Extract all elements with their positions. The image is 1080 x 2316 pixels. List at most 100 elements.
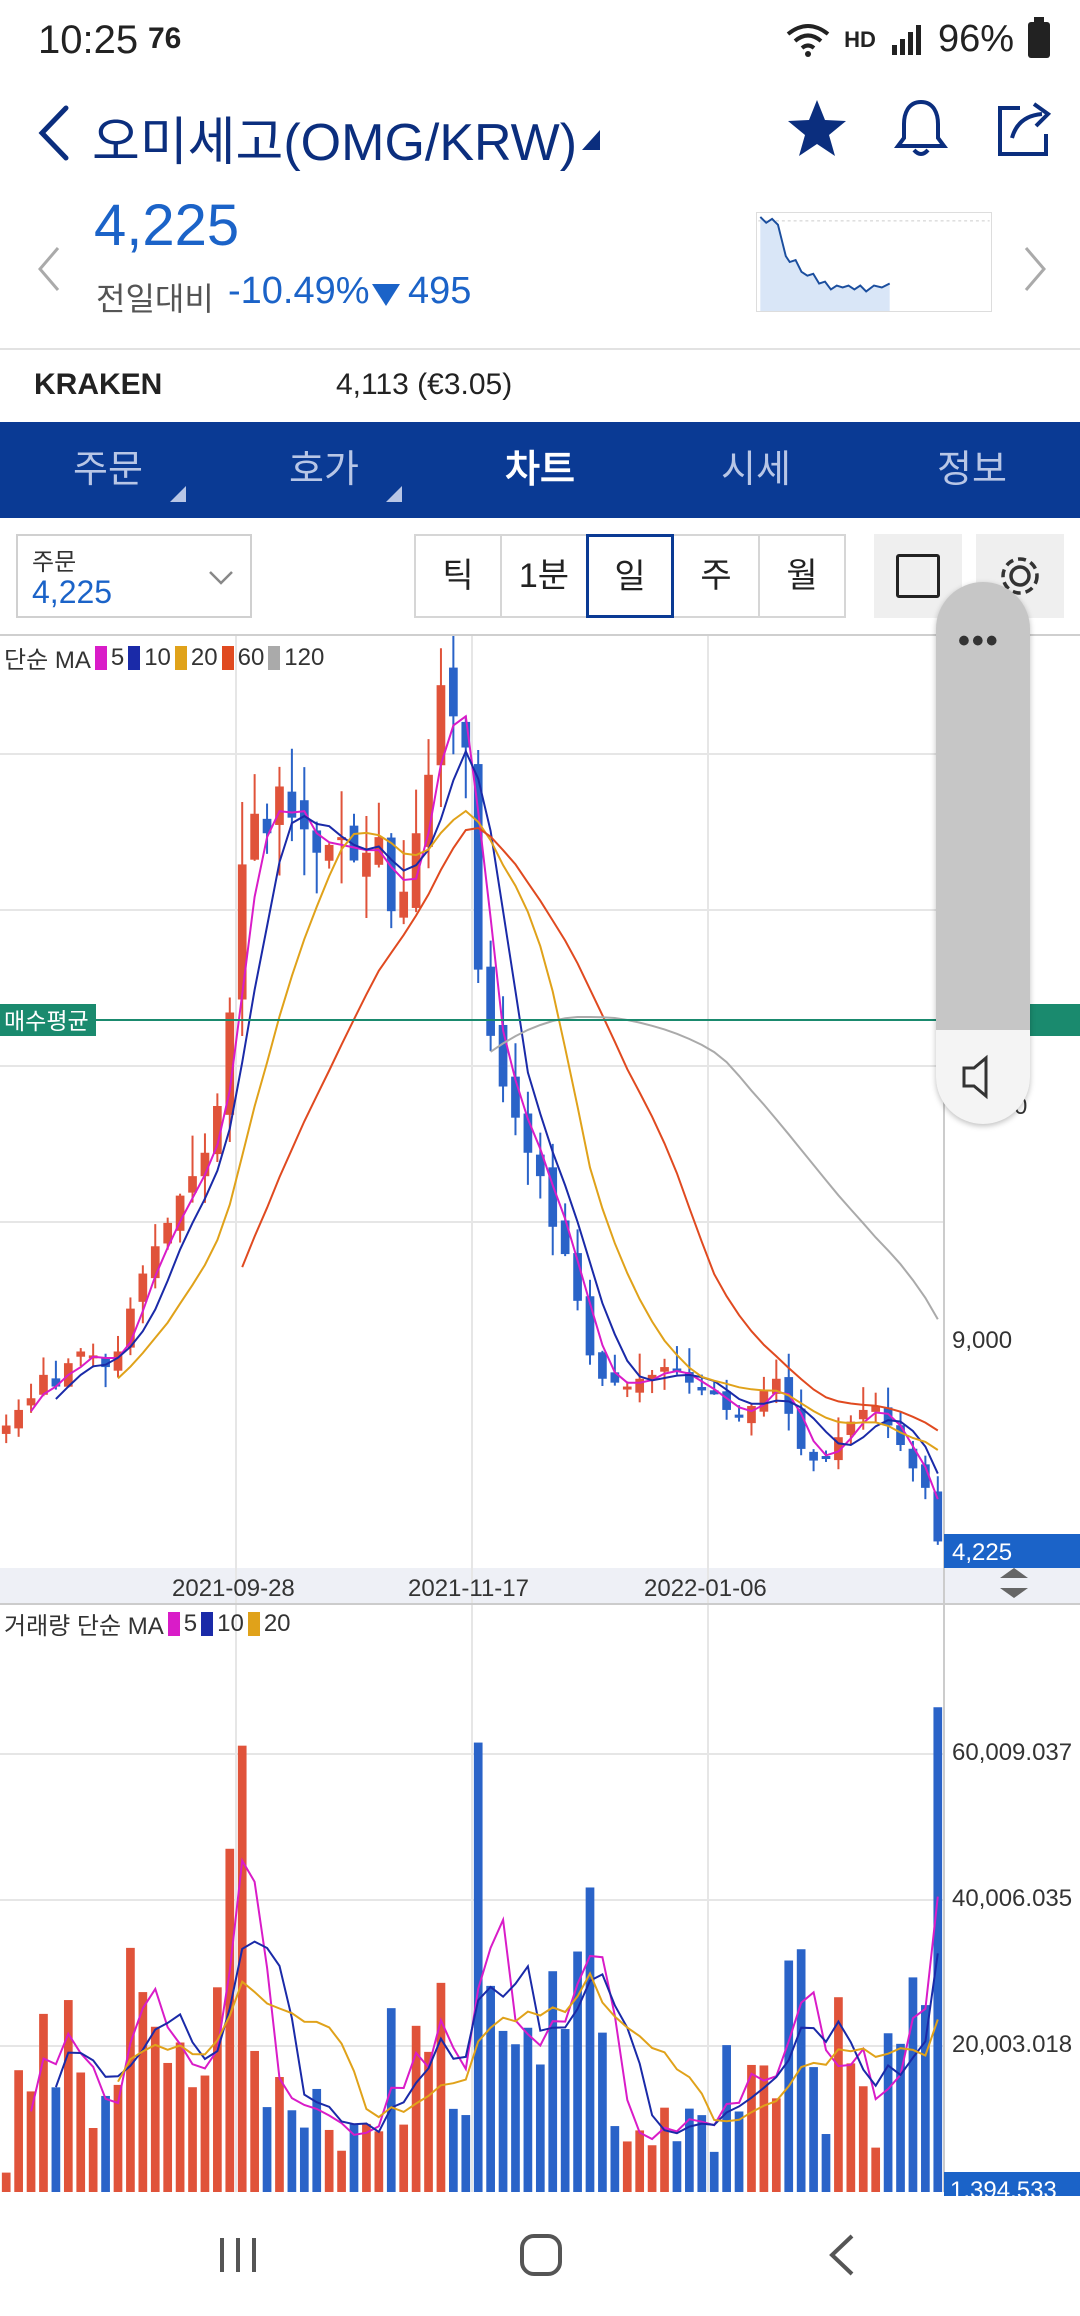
ma-line-5 — [30, 714, 939, 1500]
volume-bar — [523, 2027, 533, 2192]
candle-body — [126, 1308, 135, 1348]
page-title[interactable]: 오미세고(OMG/KRW) — [92, 114, 578, 172]
tab-chart[interactable]: 차트 — [432, 422, 648, 518]
corner-icon — [386, 486, 402, 502]
volume-bar — [101, 2095, 110, 2192]
price-ma-legend: 단순 MA 5 10 20 60 120 — [4, 640, 324, 675]
candle-body — [548, 1167, 558, 1227]
candle-body — [685, 1372, 694, 1383]
change-label: 전일대비 — [96, 281, 214, 317]
volume-bar — [14, 2070, 23, 2192]
back-icon[interactable] — [30, 98, 80, 168]
candle-body — [498, 1024, 508, 1087]
volume-bar — [759, 2065, 769, 2192]
tab-info[interactable]: 정보 — [864, 422, 1080, 518]
volume-bar — [126, 1947, 135, 2192]
volume-bar — [250, 2050, 259, 2192]
candle-body — [287, 791, 297, 818]
volume-bar — [449, 2108, 458, 2192]
candle-body — [610, 1372, 620, 1383]
candle-body — [896, 1425, 905, 1445]
resize-handle-icon[interactable] — [1000, 1568, 1028, 1598]
floating-side-panel[interactable]: ••• — [936, 582, 1030, 1124]
volume-bar — [685, 2108, 694, 2192]
volume-bar — [188, 2087, 197, 2192]
current-volume-tag — [944, 2172, 1080, 2196]
prev-arrow-icon[interactable] — [34, 244, 64, 294]
volume-bar — [287, 2110, 297, 2192]
volume-bar — [560, 2029, 570, 2192]
chevron-down-icon — [209, 571, 233, 585]
volume-bar — [39, 2013, 48, 2192]
speaker-icon — [962, 1054, 988, 1100]
mini-chart[interactable] — [756, 212, 992, 312]
volume-bar — [734, 2111, 744, 2192]
tab-orderbook[interactable]: 호가 — [216, 422, 432, 518]
down-triangle-icon — [372, 284, 400, 306]
back-nav-icon[interactable] — [822, 2230, 862, 2280]
volume-bar — [858, 2086, 868, 2192]
legend-swatch — [94, 645, 107, 670]
volume-bar — [374, 2131, 384, 2192]
candle-body — [150, 1246, 160, 1279]
avg-buy-right-tag — [1030, 1004, 1080, 1036]
exchange-name: KRAKEN — [34, 368, 163, 401]
period-tick-button[interactable]: 틱 — [414, 534, 502, 618]
candle-body — [585, 1296, 595, 1356]
share-icon[interactable] — [990, 94, 1060, 164]
legend-swatch — [247, 1611, 260, 1636]
legend-item: 5 — [183, 1609, 198, 1637]
status-time: 10:25 — [38, 18, 139, 62]
candle-body — [14, 1409, 23, 1429]
candle-body — [722, 1391, 731, 1410]
candle-body — [796, 1408, 806, 1449]
period-week-button[interactable]: 주 — [672, 534, 760, 618]
candle-body — [821, 1456, 831, 1460]
volume-bar — [113, 2084, 123, 2192]
candle-body — [871, 1406, 881, 1412]
volume-bar — [784, 1960, 794, 2192]
candle-body — [138, 1273, 148, 1302]
y-tick-label: 9,000 — [952, 1327, 1012, 1354]
legend-item: 120 — [284, 643, 325, 671]
price-chart[interactable]: 매수평균 0 9,000 4,225 2021-09-28 2021-11-17… — [0, 636, 1080, 2196]
next-arrow-icon[interactable] — [1020, 244, 1050, 294]
recent-apps-icon[interactable] — [214, 2232, 264, 2278]
bell-icon[interactable] — [886, 94, 956, 164]
period-month-button[interactable]: 월 — [758, 534, 846, 618]
home-icon[interactable] — [516, 2230, 566, 2280]
period-1min-button[interactable]: 1분 — [500, 534, 588, 618]
more-icon[interactable]: ••• — [958, 622, 1000, 660]
ma-line-60 — [241, 826, 939, 1432]
volume-bar — [796, 1949, 806, 2192]
volume-bar — [424, 2051, 433, 2192]
volume-bar — [175, 2042, 185, 2192]
volume-bar — [349, 2123, 359, 2192]
volume-button[interactable] — [936, 1030, 1030, 1124]
candle-body — [237, 864, 247, 1000]
legend-item: 10 — [217, 1609, 244, 1637]
star-icon[interactable] — [782, 94, 852, 164]
volume-bar — [896, 2043, 905, 2192]
order-select[interactable]: 주문 4,225 — [16, 534, 252, 618]
period-day-button[interactable]: 일 — [586, 534, 674, 618]
volume-bar — [834, 1997, 843, 2192]
title-dropdown-icon[interactable] — [582, 130, 600, 150]
candle-body — [113, 1351, 123, 1371]
tab-order[interactable]: 주문 — [0, 422, 216, 518]
volume-bar — [921, 2005, 930, 2192]
tab-quotes[interactable]: 시세 — [648, 422, 864, 518]
candle-body — [337, 837, 346, 841]
exchange-price: 4,113 (€3.05) — [336, 368, 513, 401]
volume-bar — [1, 2172, 11, 2192]
volume-bar — [697, 2115, 707, 2192]
candle-body — [175, 1195, 185, 1231]
status-icons: HD 96% — [786, 16, 1050, 61]
candle-body — [26, 1398, 36, 1406]
tab-label: 호가 — [289, 449, 359, 491]
change-percent: -10.49% — [228, 270, 370, 312]
volume-bar — [163, 2062, 173, 2192]
legend-swatch — [201, 1611, 214, 1636]
candle-body — [747, 1406, 756, 1424]
volume-bar — [821, 2134, 831, 2192]
